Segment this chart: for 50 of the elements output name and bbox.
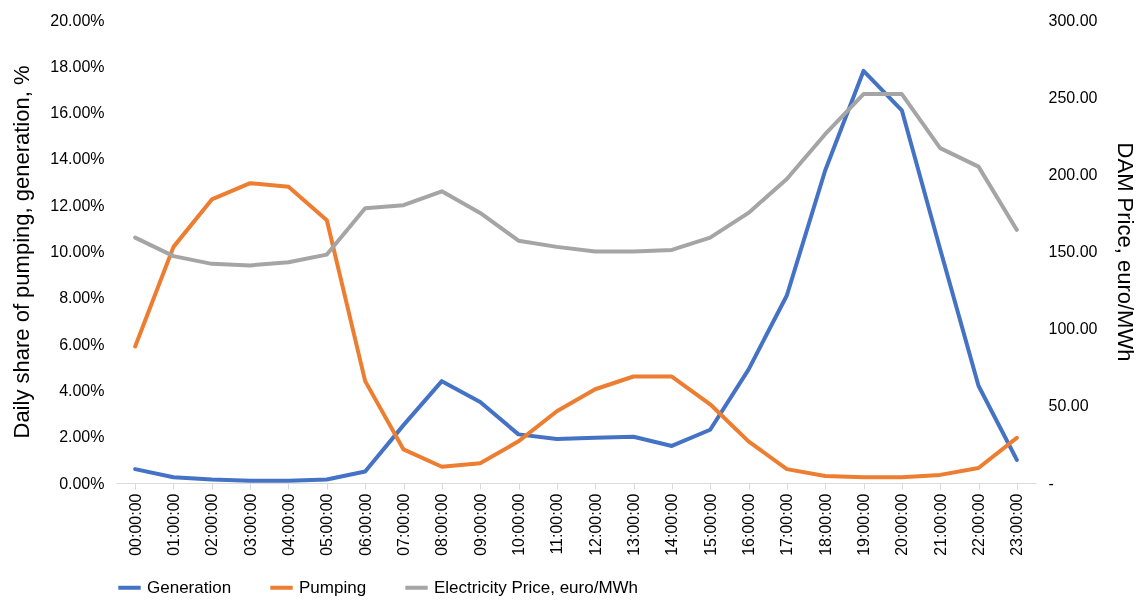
legend-label: Pumping (299, 577, 367, 597)
x-tick-label: 08:00:00 (433, 493, 451, 556)
y-tick-label: 8.00% (59, 289, 105, 307)
x-tick-label: 09:00:00 (471, 493, 489, 556)
x-tick-label: 18:00:00 (816, 493, 834, 556)
x-tick-label: 13:00:00 (625, 493, 642, 556)
y2-tick-label: 250.00 (1048, 88, 1098, 106)
x-tick-label: 05:00:00 (318, 493, 336, 556)
y-tick-label: 20.00% (50, 11, 105, 29)
legend-label: Electricity Price, euro/MWh (434, 577, 639, 597)
y2-tick-label: 300.00 (1048, 11, 1098, 29)
line-series (133, 92, 1019, 268)
x-tick-label: 22:00:00 (970, 493, 987, 556)
y2-axis-title: DAM Price, euro/MWh (1113, 142, 1139, 362)
x-tick-label: 14:00:00 (663, 493, 681, 556)
x-tick-label: 00:00:00 (126, 493, 144, 556)
x-tick-label: 15:00:00 (701, 493, 719, 556)
x-tick-label: 01:00:00 (165, 493, 182, 556)
y-tick-label: 18.00% (50, 57, 105, 75)
y2-tick-label: 200.00 (1048, 165, 1098, 183)
x-tick-label: 20:00:00 (893, 493, 911, 556)
y-tick-label: 10.00% (50, 243, 105, 260)
x-tick-label: 12:00:00 (586, 493, 604, 556)
y-tick-label: 4.00% (59, 381, 105, 399)
y2-tick-label: 100.00 (1048, 320, 1098, 338)
x-tick-label: 21:00:00 (931, 493, 949, 556)
y-tick-label: 16.00% (50, 104, 105, 122)
y-tick-label: 12.00% (50, 196, 105, 214)
y-tick-label: 14.00% (50, 150, 105, 168)
y2-tick-label: 150.00 (1048, 243, 1098, 260)
x-tick-label: 02:00:00 (203, 493, 221, 556)
y2-tick-label: - (1048, 474, 1054, 492)
x-tick-label: 11:00:00 (548, 493, 566, 555)
x-tick-label: 04:00:00 (280, 493, 297, 556)
x-tick-label: 07:00:00 (395, 493, 412, 556)
x-tick-label: 10:00:00 (510, 493, 527, 556)
x-tick-label: 16:00:00 (740, 493, 757, 556)
x-tick-label: 06:00:00 (356, 493, 374, 556)
y-tick-label: 2.00% (59, 428, 105, 446)
line-series (133, 68, 1019, 483)
y-axis-title: Daily share of pumping, generation, % (9, 65, 35, 439)
x-tick-label: 17:00:00 (778, 493, 796, 556)
legend-label: Generation (147, 577, 232, 597)
x-tick-label: 19:00:00 (855, 493, 872, 556)
x-tick-label: 03:00:00 (241, 493, 259, 556)
line-series (133, 181, 1019, 480)
x-tick-label: 23:00:00 (1008, 493, 1026, 556)
y-tick-label: 6.00% (59, 335, 105, 353)
y2-tick-label: 50.00 (1048, 397, 1089, 415)
y-tick-label: 0.00% (59, 474, 105, 492)
